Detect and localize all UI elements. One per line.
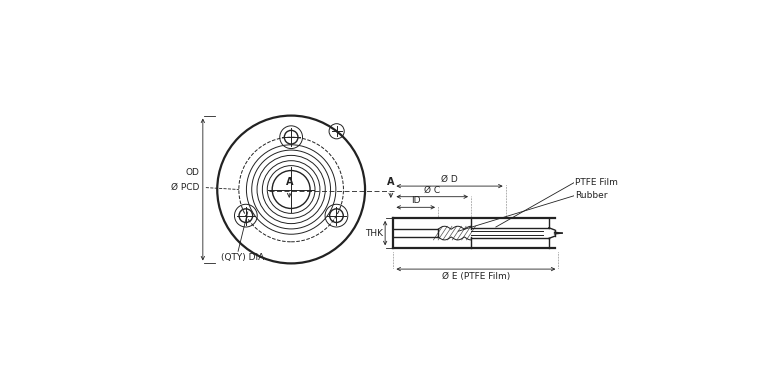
Text: Rubber: Rubber bbox=[575, 191, 608, 200]
Text: ID: ID bbox=[411, 196, 421, 205]
Text: THK: THK bbox=[365, 229, 383, 238]
Text: Ø PCD: Ø PCD bbox=[171, 183, 200, 192]
Text: Ø E (PTFE Film): Ø E (PTFE Film) bbox=[442, 272, 510, 281]
Text: Ø C: Ø C bbox=[424, 185, 440, 194]
Text: Ø D: Ø D bbox=[441, 175, 458, 184]
Text: A: A bbox=[286, 177, 293, 187]
Text: (QTY) DIA.: (QTY) DIA. bbox=[221, 253, 267, 262]
Text: OD: OD bbox=[186, 168, 200, 177]
Text: A: A bbox=[387, 177, 395, 187]
Text: PTFE Film: PTFE Film bbox=[575, 178, 618, 187]
